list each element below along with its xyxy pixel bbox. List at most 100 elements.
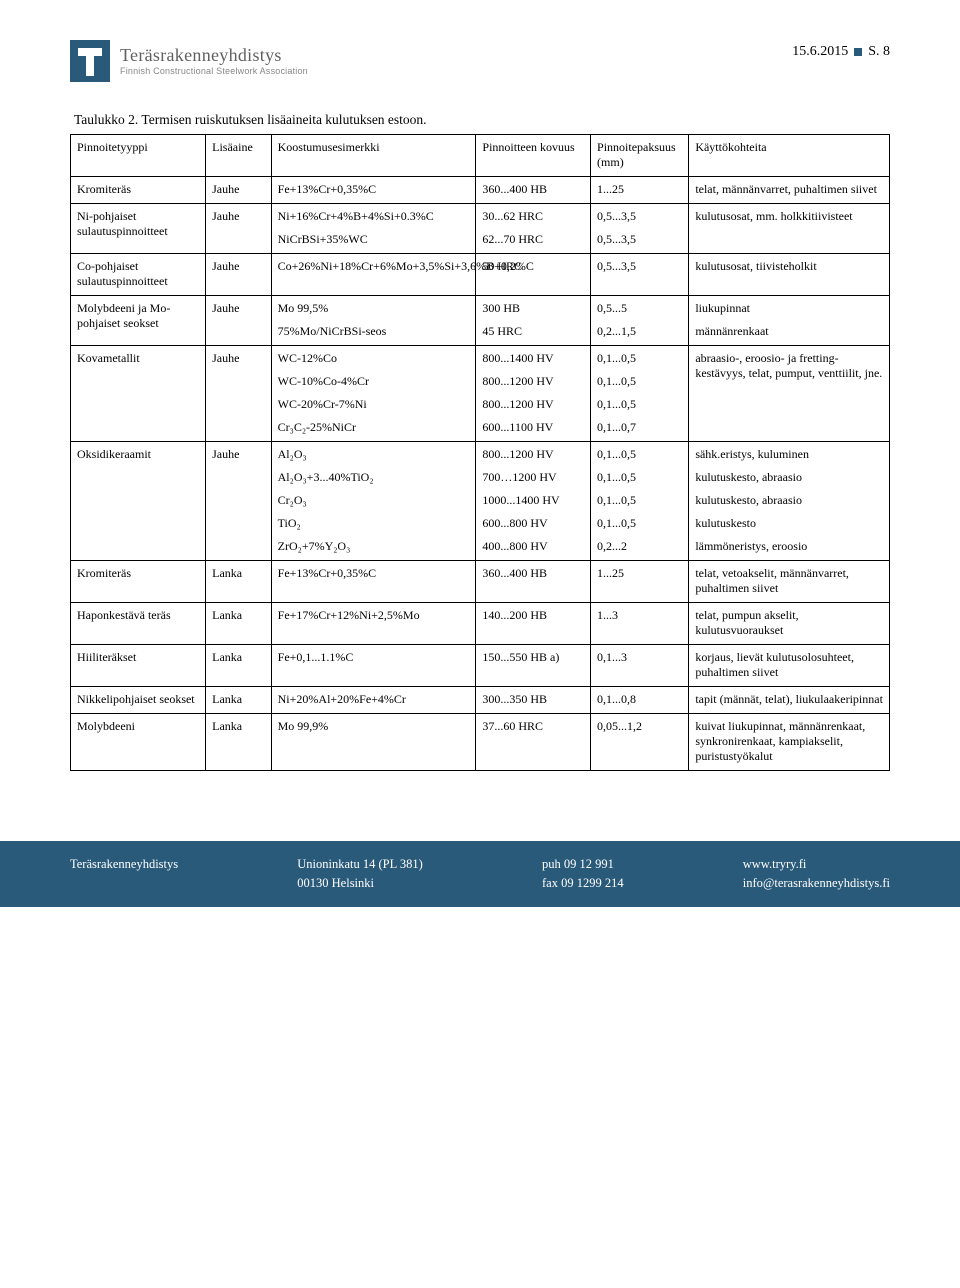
- col-koostumus: Koostumusesimerkki: [271, 135, 476, 177]
- cell-usage: kulutusosat, mm. holkkitiivisteet: [689, 204, 890, 254]
- cell-type: Hiiliteräkset: [71, 645, 206, 687]
- cell-line: 800...1200 HV: [482, 447, 584, 462]
- page-meta: 15.6.2015 S. 8: [792, 44, 890, 60]
- cell-hardness: 140...200 HB: [476, 603, 591, 645]
- cell-composition: Ni+20%Al+20%Fe+4%Cr: [271, 687, 476, 714]
- cell-line: kulutusosat, mm. holkkitiivisteet: [695, 209, 883, 224]
- table-row: KromiteräsLanka Fe+13%Cr+0,35%C 360...400 …: [71, 561, 890, 603]
- cell-additive: Lanka: [206, 687, 272, 714]
- col-pinnoitetyyppi: Pinnoitetyyppi: [71, 135, 206, 177]
- cell-line: 0,1...0,5: [597, 397, 682, 412]
- table-caption: Taulukko 2. Termisen ruiskutuksen lisäai…: [74, 112, 890, 128]
- cell-additive: Lanka: [206, 561, 272, 603]
- cell-line: WC-20%Cr-7%Ni: [278, 397, 470, 412]
- cell-line: 30...62 HRC: [482, 209, 584, 224]
- org-subtitle: Finnish Constructional Steelwork Associa…: [120, 66, 308, 76]
- cell-hardness: 300 HB45 HRC: [476, 296, 591, 346]
- materials-table: Pinnoitetyyppi Lisäaine Koostumusesimerk…: [70, 134, 890, 771]
- cell-line: kulutusosat, tiivisteholkit: [695, 259, 883, 274]
- cell-line: abraasio-, eroosio- ja fretting-kestävyy…: [695, 351, 883, 381]
- cell-line: Mo 99,5%: [278, 301, 470, 316]
- cell-line: tapit (männät, telat), liukulaakeripinna…: [695, 692, 883, 707]
- cell-usage: sähk.eristys, kuluminenkulutuskesto, abr…: [689, 442, 890, 561]
- cell-usage: telat, männänvarret, puhaltimen siivet: [689, 177, 890, 204]
- table-row: KovametallitJauheWC-12%CoWC-10%Co-4%CrWC…: [71, 346, 890, 442]
- table-row: Ni-pohjaiset sulautuspinnoitteetJauheNi+…: [71, 204, 890, 254]
- cell-line: 0,1...0,5: [597, 493, 682, 508]
- cell-line: kulutuskesto, abraasio: [695, 470, 883, 485]
- cell-composition: Al₂O₃Al₂O₃+3...40%TiO₂Cr₂O₃TiO₂ZrO₂+7%Y₂…: [271, 442, 476, 561]
- cell-line: 0,5...3,5: [597, 232, 682, 247]
- cell-line: 800...1400 HV: [482, 351, 584, 366]
- cell-line: Fe+13%Cr+0,35%C: [278, 182, 470, 197]
- cell-line: 0,1...0,7: [597, 420, 682, 435]
- cell-type: Haponkestävä teräs: [71, 603, 206, 645]
- col-lisaaine: Lisäaine: [206, 135, 272, 177]
- cell-line: 600...1100 HV: [482, 420, 584, 435]
- cell-line: 0,1...0,5: [597, 470, 682, 485]
- cell-line: kulutuskesto, abraasio: [695, 493, 883, 508]
- cell-line: TiO₂: [278, 516, 470, 531]
- page-date: 15.6.2015: [792, 44, 848, 60]
- footer-contact: puh 09 12 991 fax 09 1299 214: [542, 855, 624, 893]
- cell-type: Kromiteräs: [71, 561, 206, 603]
- cell-type: Molybdeeni: [71, 714, 206, 771]
- cell-additive: Lanka: [206, 645, 272, 687]
- cell-thickness: 0,05...1,2: [591, 714, 689, 771]
- cell-line: kuivat liukupinnat, männänrenkaat, synkr…: [695, 719, 883, 764]
- cell-additive: Lanka: [206, 603, 272, 645]
- cell-line: 140...200 HB: [482, 608, 584, 623]
- table-row: HiiliteräksetLankaFe+0,1...1.1%C150...55…: [71, 645, 890, 687]
- cell-additive: Jauhe: [206, 254, 272, 296]
- cell-thickness: 0,5...3,50,5...3,5: [591, 204, 689, 254]
- cell-line: 45 HRC: [482, 324, 584, 339]
- cell-line: telat, vetoakselit, männänvarret, puhalt…: [695, 566, 883, 596]
- cell-line: Fe+0,1...1.1%C: [278, 650, 470, 665]
- cell-line: 0,05...1,2: [597, 719, 682, 734]
- cell-line: Fe+17%Cr+12%Ni+2,5%Mo: [278, 608, 470, 623]
- cell-type: Molybdeeni ja Mo-pohjaiset seokset: [71, 296, 206, 346]
- footer-address: Unioninkatu 14 (PL 381) 00130 Helsinki: [297, 855, 423, 893]
- footer-web: www.tryry.fi: [743, 855, 890, 874]
- cell-line: Cr₂O₃: [278, 493, 470, 508]
- cell-line: ZrO₂+7%Y₂O₃: [278, 539, 470, 554]
- cell-hardness: 800...1200 HV700…1200 HV1000...1400 HV60…: [476, 442, 591, 561]
- cell-line: 75%Mo/NiCrBSi-seos: [278, 324, 470, 339]
- cell-line: 1...25: [597, 566, 682, 581]
- cell-composition: Fe+13%Cr+0,35%C: [271, 177, 476, 204]
- cell-thickness: 0,1...0,50,1...0,50,1...0,50,1...0,7: [591, 346, 689, 442]
- cell-additive: Jauhe: [206, 296, 272, 346]
- cell-line: 400...800 HV: [482, 539, 584, 554]
- footer-org: Teräsrakenneyhdistys: [70, 855, 178, 893]
- cell-additive: Lanka: [206, 714, 272, 771]
- cell-line: Fe+13%Cr+0,35%C: [278, 566, 470, 581]
- footer-phone: puh 09 12 991: [542, 855, 624, 874]
- cell-line: telat, pumpun akselit, kulutusvuoraukset: [695, 608, 883, 638]
- page-footer: Teräsrakenneyhdistys Unioninkatu 14 (PL …: [0, 841, 960, 907]
- cell-line: 0,1...0,5: [597, 351, 682, 366]
- table-row: OksidikeraamitJauheAl₂O₃Al₂O₃+3...40%TiO…: [71, 442, 890, 561]
- org-name: Teräsrakenneyhdistys: [120, 45, 308, 66]
- cell-line: 1...25: [597, 182, 682, 197]
- cell-usage: kuivat liukupinnat, männänrenkaat, synkr…: [689, 714, 890, 771]
- cell-composition: WC-12%CoWC-10%Co-4%CrWC-20%Cr-7%NiCr₃C₂-…: [271, 346, 476, 442]
- cell-type: Co-pohjaiset sulautuspinnoitteet: [71, 254, 206, 296]
- cell-line: 360...400 HB: [482, 182, 584, 197]
- cell-thickness: 0,1...3: [591, 645, 689, 687]
- cell-line: Mo 99,9%: [278, 719, 470, 734]
- table-row: MolybdeeniLankaMo 99,9%37...60 HRC0,05..…: [71, 714, 890, 771]
- cell-usage: tapit (männät, telat), liukulaakeripinna…: [689, 687, 890, 714]
- cell-usage: telat, pumpun akselit, kulutusvuoraukset: [689, 603, 890, 645]
- cell-hardness: 800...1400 HV800...1200 HV800...1200 HV6…: [476, 346, 591, 442]
- cell-line: Al₂O₃: [278, 447, 470, 462]
- cell-thickness: 1...3: [591, 603, 689, 645]
- cell-line: 360...400 HB: [482, 566, 584, 581]
- cell-type: Nikkelipohjaiset seokset: [71, 687, 206, 714]
- cell-line: 0,1...3: [597, 650, 682, 665]
- cell-line: 1000...1400 HV: [482, 493, 584, 508]
- cell-type: Oksidikeraamit: [71, 442, 206, 561]
- cell-composition: Fe+17%Cr+12%Ni+2,5%Mo: [271, 603, 476, 645]
- footer-org-name: Teräsrakenneyhdistys: [70, 855, 178, 874]
- table-row: Haponkestävä teräsLanka Fe+17%Cr+12%Ni+2,…: [71, 603, 890, 645]
- logo-block: Teräsrakenneyhdistys Finnish Constructio…: [70, 40, 308, 82]
